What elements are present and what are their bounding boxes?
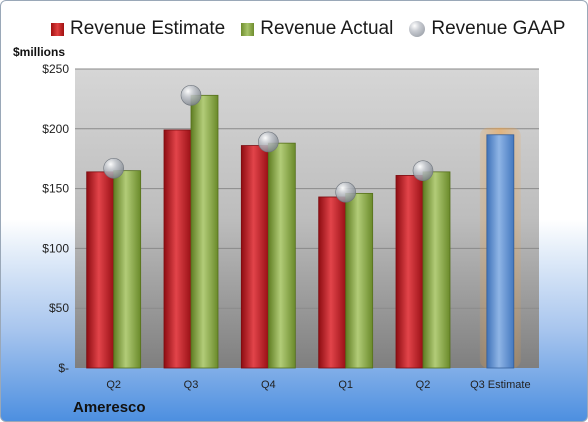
bar-actual[interactable]: [113, 170, 142, 369]
x-tick-label: Q2: [106, 379, 121, 391]
legend-item-estimate[interactable]: Revenue Estimate: [51, 18, 225, 40]
x-tick-label: Q4: [261, 379, 276, 391]
y-axis-units-label: $millions: [13, 45, 66, 59]
legend-swatch-gaap: [409, 21, 426, 37]
legend-item-gaap[interactable]: Revenue GAAP: [409, 18, 565, 40]
x-tick-label: Q3: [184, 379, 199, 391]
bar-estimate[interactable]: [163, 129, 192, 369]
y-tick-label: $50: [49, 301, 69, 315]
bar-estimate-projection[interactable]: [486, 134, 515, 369]
legend-label-gaap: Revenue GAAP: [431, 18, 566, 39]
y-tick-label: $200: [42, 122, 69, 136]
bars: [86, 94, 521, 369]
chart-legend: Revenue Estimate Revenue Actual Revenue …: [51, 16, 565, 42]
bar-estimate[interactable]: [240, 145, 269, 369]
x-axis-ticks: Q2 Q3 Q4 Q1 Q2 Q3 Estimate: [106, 379, 530, 391]
legend-swatch-estimate: [51, 22, 64, 36]
legend-swatch-actual: [241, 22, 255, 36]
bar-estimate[interactable]: [395, 175, 424, 369]
x-tick-label: Q2: [416, 379, 431, 391]
bar-actual[interactable]: [422, 171, 451, 369]
x-tick-label: Q1: [338, 379, 353, 391]
gaap-marker[interactable]: [180, 85, 202, 106]
y-axis-ticks: $- $50 $100 $150 $200 $250: [42, 62, 69, 375]
gaap-marker[interactable]: [412, 160, 434, 181]
bar-actual[interactable]: [345, 192, 374, 369]
bar-actual[interactable]: [267, 142, 296, 369]
bar-estimate[interactable]: [86, 171, 115, 369]
legend-item-actual[interactable]: Revenue Actual: [241, 18, 393, 40]
legend-label-estimate: Revenue Estimate: [70, 18, 226, 39]
gaap-marker[interactable]: [103, 157, 124, 179]
legend-label-actual: Revenue Actual: [260, 18, 394, 39]
y-tick-label: $250: [42, 62, 69, 76]
gaap-marker[interactable]: [258, 131, 279, 153]
plot-area: [75, 69, 539, 368]
y-tick-label: $100: [42, 241, 69, 255]
gridlines: [75, 68, 539, 309]
gaap-markers: [103, 85, 434, 203]
gaap-marker[interactable]: [335, 181, 356, 203]
bar-actual[interactable]: [190, 94, 219, 369]
x-tick-label: Q3 Estimate: [470, 379, 531, 391]
y-tick-label: $150: [42, 182, 69, 196]
company-name: Ameresco: [73, 399, 146, 416]
y-tick-label: $-: [58, 361, 69, 375]
bar-estimate[interactable]: [318, 196, 347, 369]
